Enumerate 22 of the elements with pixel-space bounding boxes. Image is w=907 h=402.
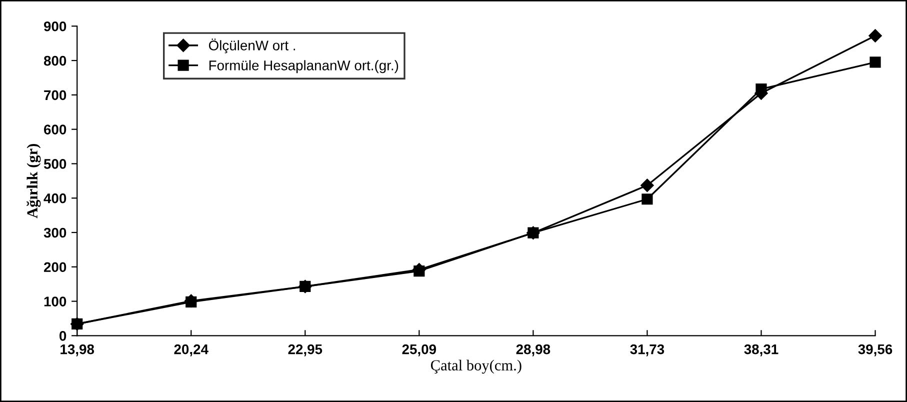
y-tick-label: 0 — [60, 331, 66, 341]
y-tick-label: 900 — [44, 21, 66, 32]
x-tick-label: 25,09 — [402, 344, 436, 356]
y-tick-label: 600 — [44, 124, 66, 134]
y-tick-label: 500 — [44, 159, 66, 169]
y-tick-label: 800 — [44, 56, 66, 66]
y-tick-label: 200 — [44, 262, 66, 272]
x-tick-label: 28,98 — [516, 344, 550, 356]
y-axis-title: Ağırlık (gr) — [26, 144, 41, 218]
y-tick-label: 100 — [44, 296, 66, 306]
legend-label: Formüle HesaplananW ort.(gr.) — [209, 60, 398, 74]
x-tick-label: 31,73 — [630, 344, 664, 356]
y-tick-label: 700 — [44, 90, 66, 100]
legend-label: ÖlçülenW ort . — [208, 38, 296, 54]
x-axis-title: Çatal boy(cm.) — [430, 360, 522, 374]
x-tick-label: 22,95 — [288, 344, 322, 356]
x-tick-label: 39,56 — [858, 344, 892, 356]
y-tick-label: 300 — [44, 228, 66, 238]
x-tick-label: 20,24 — [174, 344, 208, 356]
x-tick-label: 38,31 — [744, 344, 778, 356]
y-tick-label: 400 — [44, 193, 66, 204]
x-tick-label: 13,98 — [60, 344, 94, 356]
